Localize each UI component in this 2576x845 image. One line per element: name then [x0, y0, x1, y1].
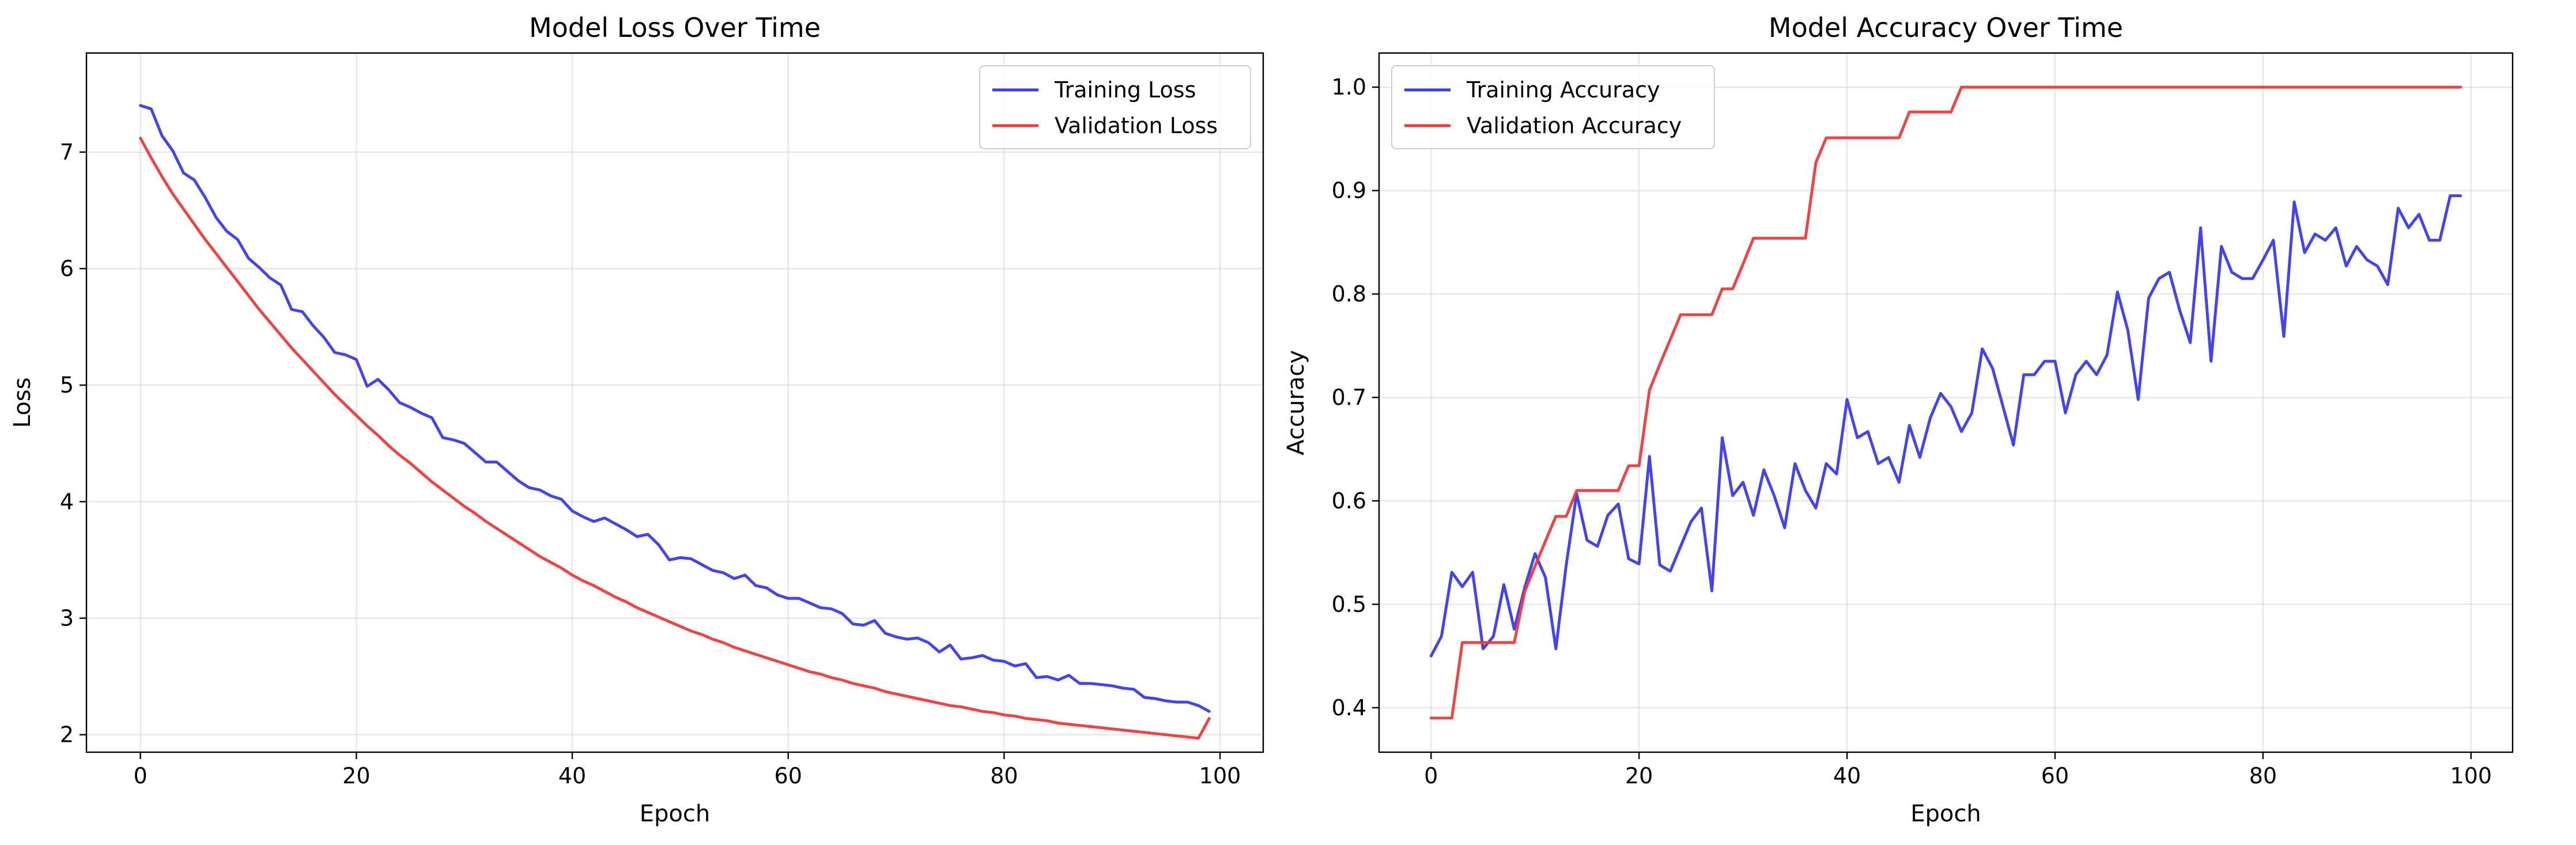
- chart-2: 0 20 40 60 80 100 0.4 0.5 0.6 0.7 0.8 0.9 1.0 Model A…: [1283, 12, 2514, 827]
- chart-2-ytick-label: 0.5: [1332, 591, 1366, 617]
- chart-1-xtick-label: 60: [775, 763, 802, 789]
- chart-2-xlabel: Epoch: [1910, 801, 1981, 827]
- chart-1-title: Model Loss Over Time: [529, 12, 821, 43]
- chart-1-axes-frame: [85, 52, 1264, 753]
- chart-1-ytick-label: 5: [60, 372, 74, 398]
- chart-1-ytick-label: 6: [60, 256, 74, 281]
- chart-2-axes-frame: [1378, 52, 2514, 753]
- chart-2-xtick-label: 60: [2041, 763, 2069, 789]
- chart-1-xlabel: Epoch: [640, 801, 710, 827]
- chart-1-ytick-label: 2: [60, 722, 74, 748]
- chart-1-series-training-loss: [139, 104, 1211, 713]
- chart-2-title: Model Accuracy Over Time: [1769, 12, 2123, 43]
- chart-1-ytick-label: 7: [60, 139, 74, 165]
- chart-2-xtick-label: 80: [2249, 763, 2277, 789]
- chart-1: 0 20 40 60 80 100 2 3 4 5 6 7 Model Loss Over Time Ep…: [9, 12, 1264, 827]
- chart-2-xtick-label: 100: [2450, 763, 2492, 789]
- chart-1-xtick-label: 20: [342, 763, 370, 789]
- chart-2-ytick-label: 0.8: [1332, 281, 1366, 307]
- chart-2-legend-box: [1391, 65, 1715, 149]
- chart-1-legend: Training Loss Validation Loss: [979, 65, 1251, 149]
- chart-2-xtick-label: 0: [1424, 763, 1438, 789]
- chart-1-ytick-label: 3: [60, 606, 74, 631]
- chart-2-ytick-label: 0.4: [1332, 695, 1366, 720]
- chart-1-xtick-label: 80: [990, 763, 1018, 789]
- chart-2-legend: Training Accuracy Validation Accuracy: [1391, 65, 1715, 149]
- chart-1-series-validation-loss: [139, 137, 1211, 740]
- chart-2-legend-label: Validation Accuracy: [1467, 113, 1682, 138]
- chart-1-ytick-label: 4: [60, 489, 74, 514]
- chart-2-ytick-label: 0.6: [1332, 488, 1366, 514]
- chart-1-ylabel: Loss: [9, 378, 36, 428]
- chart-2-ytick-label: 0.9: [1332, 178, 1366, 203]
- chart-2-series-training-accuracy: [1429, 194, 2462, 658]
- chart-2-legend-label: Training Accuracy: [1466, 77, 1660, 103]
- chart-2-ylabel: Accuracy: [1283, 350, 1309, 455]
- chart-1-legend-box: [979, 65, 1251, 149]
- chart-2-ytick-label: 1.0: [1332, 74, 1366, 100]
- chart-1-legend-label: Validation Loss: [1055, 113, 1218, 138]
- chart-2-series-validation-accuracy: [1429, 85, 2462, 720]
- chart-1-xtick-label: 40: [558, 763, 586, 789]
- chart-1-xtick-label: 100: [1199, 763, 1241, 789]
- chart-2-xtick-label: 40: [1833, 763, 1861, 789]
- chart-1-xtick-label: 0: [134, 763, 148, 789]
- chart-2-ytick-label: 0.7: [1332, 385, 1366, 410]
- chart-2-xtick-label: 20: [1625, 763, 1653, 789]
- chart-1-legend-label: Training Loss: [1054, 77, 1196, 103]
